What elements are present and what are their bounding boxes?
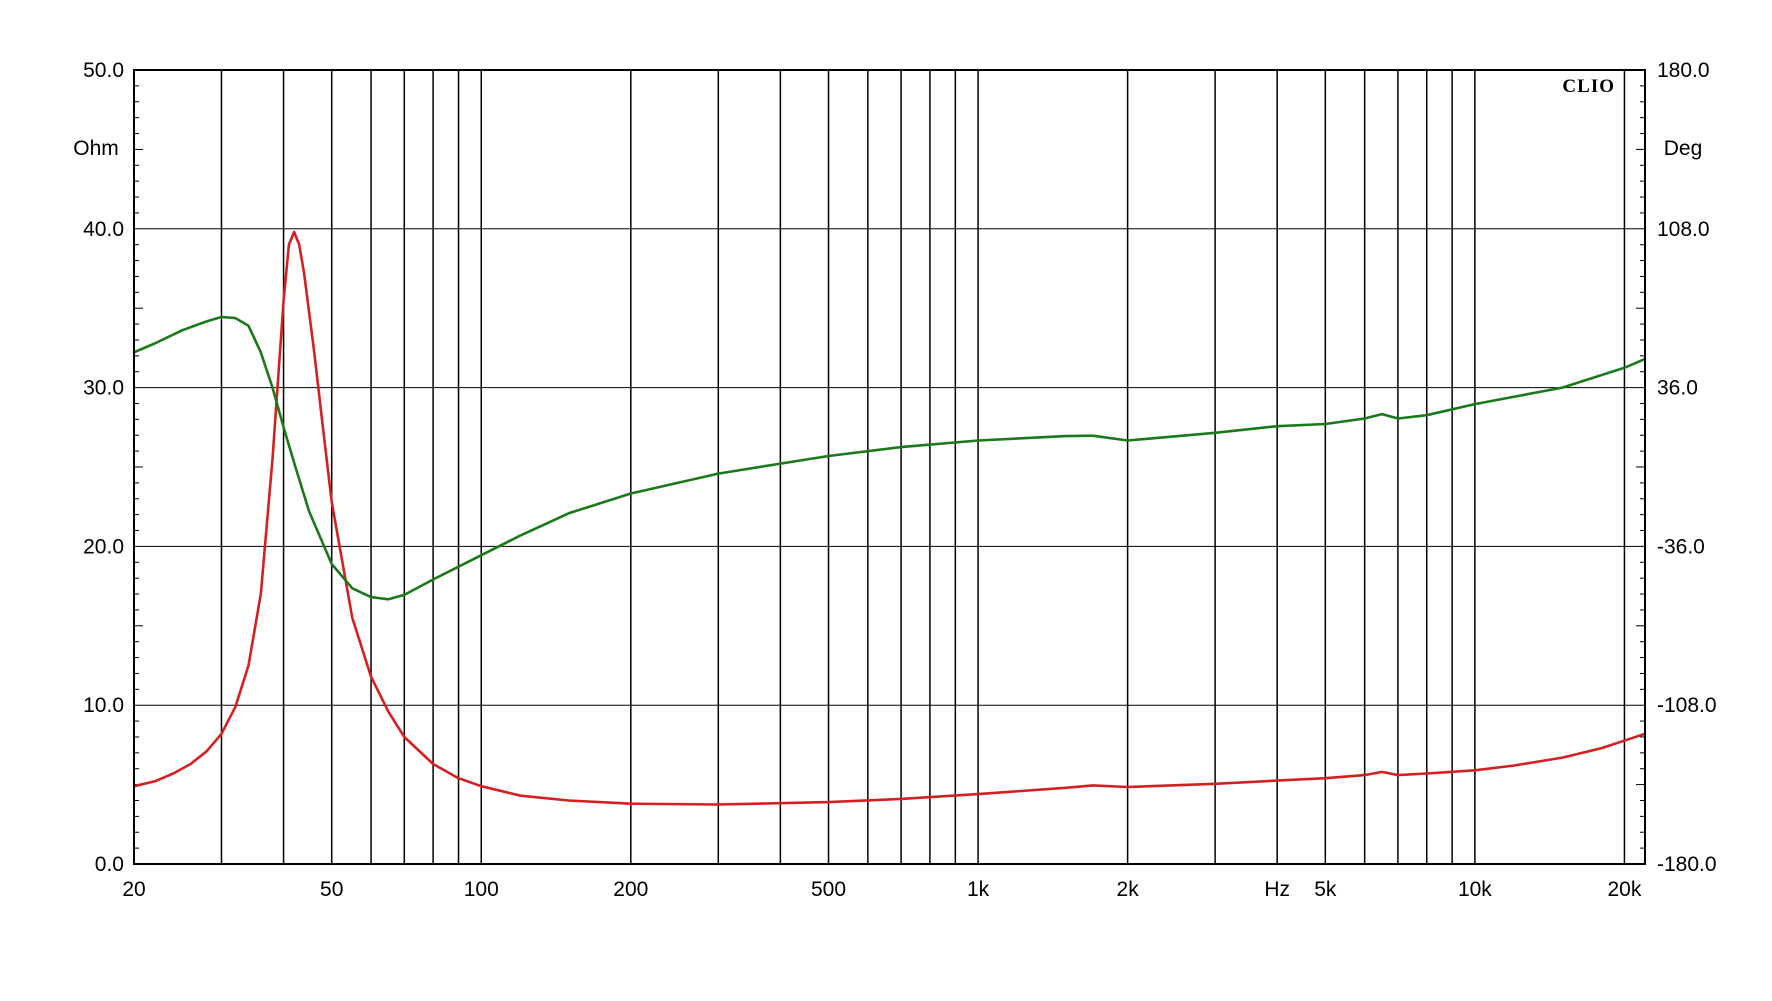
y-left-tick-label: 0.0 xyxy=(95,853,124,876)
impedance-series-line xyxy=(132,230,1647,806)
x-tick-label: 1k xyxy=(967,878,990,901)
x-tick-label: 20k xyxy=(1608,878,1642,901)
y-left-tick-label: 10.0 xyxy=(83,694,124,717)
x-tick-labels: 20 50 100 200 500 1k 2k 5k 10k 20k xyxy=(122,878,1642,901)
y-right-tick-label: -108.0 xyxy=(1657,694,1717,717)
y-right-tick-label: 180.0 xyxy=(1657,59,1710,82)
y-left-tick-label: 50.0 xyxy=(83,59,124,82)
phase-series-line xyxy=(132,315,1647,601)
y-left-tick-labels: 0.0 10.0 20.0 30.0 40.0 50.0 xyxy=(83,59,124,876)
x-gridlines xyxy=(220,70,1626,864)
x-tick-label: 200 xyxy=(613,878,648,901)
plot-frame xyxy=(133,69,1646,865)
x-tick-label: 500 xyxy=(811,878,846,901)
x-tick-label: 100 xyxy=(464,878,499,901)
y-right-axis-label: Deg xyxy=(1664,137,1703,160)
series-layer xyxy=(132,230,1647,806)
y-left-tick-label: 40.0 xyxy=(83,218,124,241)
x-tick-label: 20 xyxy=(122,878,145,901)
y-right-tick-label: -180.0 xyxy=(1657,853,1717,876)
y-right-tick-labels: -180.0 -108.0 -36.0 36.0 108.0 180.0 xyxy=(1657,59,1717,876)
x-tick-label: 50 xyxy=(320,878,343,901)
y-left-tick-label: 30.0 xyxy=(83,377,124,400)
x-tick-label: 10k xyxy=(1458,878,1492,901)
y-right-tick-label: 36.0 xyxy=(1657,377,1698,400)
brand-logo-text: CLIO xyxy=(1562,76,1615,97)
y-right-tick-label: 108.0 xyxy=(1657,218,1710,241)
y-left-axis-label: Ohm xyxy=(73,137,119,160)
y-right-tick-label: -36.0 xyxy=(1657,535,1705,558)
x-tick-label: 5k xyxy=(1314,878,1337,901)
x-tick-label: 2k xyxy=(1117,878,1140,901)
y-left-tick-label: 20.0 xyxy=(83,535,124,558)
x-axis-unit-label: Hz xyxy=(1264,878,1290,901)
